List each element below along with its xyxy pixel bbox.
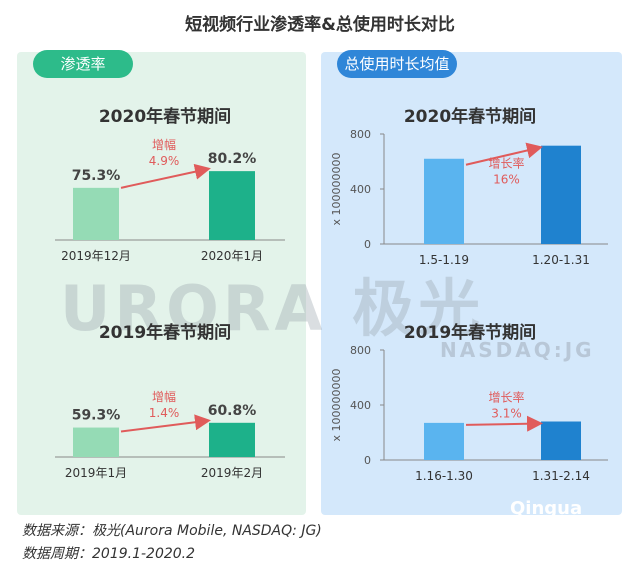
growth-arrow-1 [120,414,211,433]
qingua-logo: Qingua [510,498,583,519]
growth-label-3: 增长率 [488,390,524,405]
growth-label-1: 增幅 [152,389,176,404]
bar-2-1 [541,145,581,244]
value-label-1-1: 60.8% [208,403,257,419]
growth-label-0: 增幅 [152,137,176,152]
value-label-0-1: 80.2% [208,151,257,167]
y-axis-label-2: x 100000000 [330,153,343,226]
bar-0-0 [73,187,119,240]
watermark-sub: NASDAQ:JG [440,338,595,362]
watermark: URORA 极光 [60,272,485,345]
growth-value-2: 16% [493,173,520,187]
growth-arrow-2 [465,142,543,166]
chart-title-3: 2019年春节期间 [404,322,536,343]
chart-title-0: 2020年春节期间 [99,106,231,127]
y-axis-label-3: x 100000000 [330,369,343,442]
page-title: 短视频行业渗透率&总使用时长对比 [185,15,455,35]
y-tick-label-2-1: 400 [350,183,371,196]
category-label-0-1: 2020年1月 [201,249,263,263]
bar-2-0 [424,158,464,244]
value-label-1-0: 59.3% [72,408,121,424]
bar-3-1 [541,421,581,460]
growth-label-2: 增长率 [488,156,524,171]
growth-value-1: 1.4% [149,406,180,420]
usage-duration-tab: 总使用时长均值 [337,50,457,78]
chart-title-2: 2020年春节期间 [404,106,536,127]
footer-source: 数据来源：极光(Aurora Mobile, NASDAQ: JG) [22,523,322,539]
penetration-panel: 渗透率 [17,50,306,515]
growth-value-3: 3.1% [491,407,522,421]
value-label-0-0: 75.3% [72,168,121,184]
category-label-0-0: 2019年12月 [61,249,131,263]
footer-period: 数据周期：2019.1-2020.2 [22,546,196,562]
growth-arrow-3 [465,415,543,432]
penetration-tab: 渗透率 [33,50,133,78]
y-tick-label-3-2: 800 [350,344,371,357]
bar-0-1 [209,171,255,240]
category-label-3-1: 1.31-2.14 [532,469,590,483]
category-label-1-0: 2019年1月 [65,466,127,480]
category-label-3-0: 1.16-1.30 [415,469,473,483]
bar-3-0 [424,422,464,460]
bar-1-0 [73,427,119,457]
growth-value-0: 4.9% [149,154,180,168]
bar-1-1 [209,422,255,457]
category-label-1-1: 2019年2月 [201,466,263,480]
y-tick-label-3-1: 400 [350,399,371,412]
category-label-2-1: 1.20-1.31 [532,253,590,267]
y-tick-label-2-0: 0 [364,238,371,251]
category-label-2-0: 1.5-1.19 [419,253,469,267]
y-tick-label-2-2: 800 [350,128,371,141]
y-tick-label-3-0: 0 [364,454,371,467]
growth-arrow-0 [120,163,211,189]
chart-title-1: 2019年春节期间 [99,322,231,343]
